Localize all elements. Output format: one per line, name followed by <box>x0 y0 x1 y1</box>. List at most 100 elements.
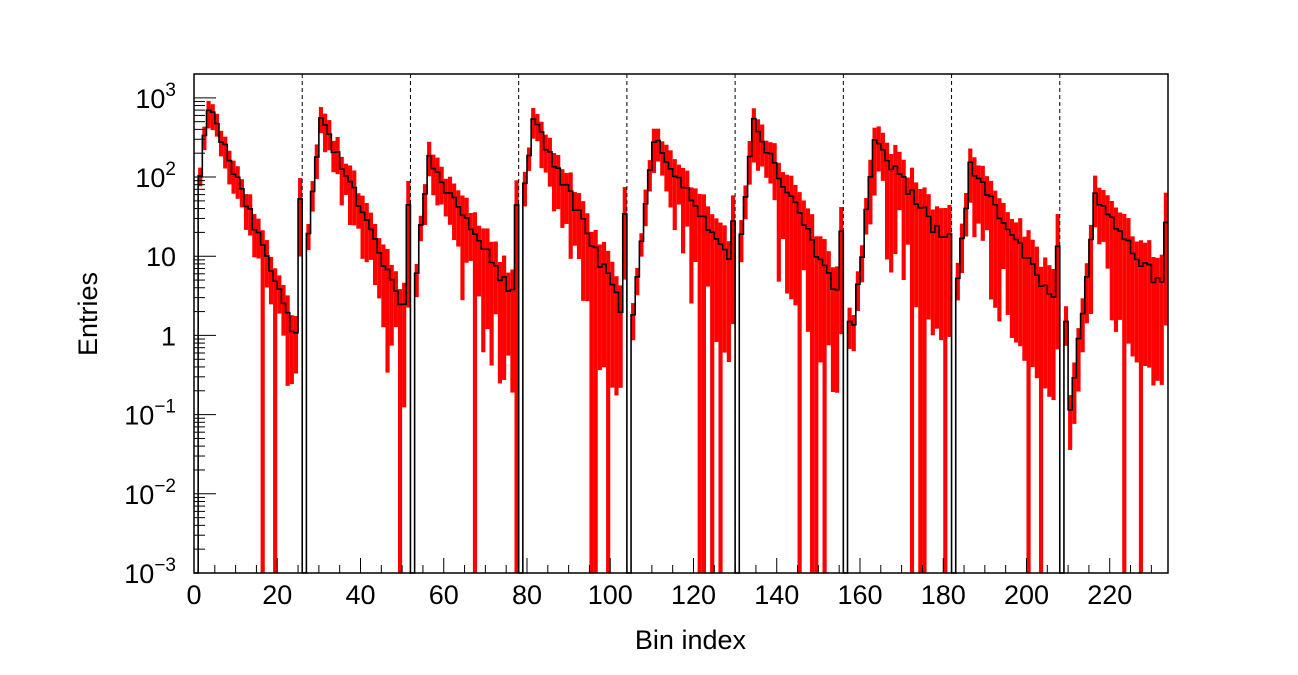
error-band-bin <box>822 239 827 573</box>
error-band-bin <box>406 180 411 308</box>
error-band-bin <box>260 230 265 573</box>
error-band-bin <box>864 197 869 235</box>
histogram-line-layer <box>194 109 1168 574</box>
error-band-bin <box>693 188 698 262</box>
x-tick-label: 80 <box>512 580 542 610</box>
error-band-bin <box>1113 207 1119 332</box>
error-band-bin <box>1018 218 1023 347</box>
error-band-bin <box>785 174 790 294</box>
error-band-bin <box>485 228 490 330</box>
error-band-bin <box>1022 236 1027 361</box>
error-band-bin <box>814 236 819 574</box>
x-axis-ticks: 0 20 40 60 80 100 120 140 160 180 200 220 <box>186 558 1152 610</box>
error-band-bin <box>847 307 852 349</box>
error-band-bin <box>610 261 615 388</box>
error-band-bin <box>214 113 219 137</box>
error-band-bin <box>556 154 561 210</box>
error-band-bin <box>464 197 469 263</box>
error-band-bin <box>872 127 877 196</box>
error-band-bin <box>631 303 636 341</box>
error-band-bin <box>656 128 661 162</box>
error-band-bin <box>701 194 706 573</box>
error-band-bin <box>218 130 224 157</box>
error-band-bin <box>522 171 527 207</box>
error-band-bin <box>901 159 906 280</box>
error-band-bin <box>589 231 594 573</box>
error-band-bin <box>914 182 919 308</box>
error-band-bin <box>1093 175 1098 228</box>
error-band-bin <box>1068 395 1073 450</box>
error-band-bin <box>497 262 503 384</box>
error-band-bin <box>730 195 736 325</box>
error-band-bin <box>797 192 802 573</box>
error-band-bin <box>1047 265 1052 397</box>
error-band-bin <box>751 108 756 163</box>
error-band-bin <box>639 233 644 257</box>
y-tick-label: 10 <box>146 242 176 272</box>
error-band-bin <box>493 241 498 315</box>
error-band-bin <box>1072 362 1077 424</box>
error-band-bin <box>576 193 582 260</box>
error-band-bin <box>793 184 798 306</box>
error-band-bin <box>1088 224 1094 314</box>
error-band-bin <box>564 172 569 224</box>
error-band-bin <box>531 107 536 139</box>
error-band-bin <box>389 264 394 346</box>
error-band-bin <box>880 132 885 181</box>
error-band-bin <box>739 220 744 263</box>
error-band-bin <box>364 202 369 263</box>
x-tick-label: 180 <box>921 580 966 610</box>
error-band-bin <box>431 154 436 196</box>
error-band-layer <box>198 100 1168 574</box>
error-band-bin <box>348 165 353 226</box>
error-band-bin <box>668 150 673 208</box>
error-band-bin <box>718 222 723 574</box>
error-band-bin <box>776 162 781 282</box>
error-band-bin <box>672 159 677 231</box>
error-band-bin <box>264 240 269 288</box>
error-band-bin <box>664 144 669 192</box>
error-band-bin <box>1055 214 1060 350</box>
error-band-bin <box>210 104 215 131</box>
error-band-bin <box>1118 212 1123 320</box>
error-band-bin <box>1080 298 1085 353</box>
error-band-bin <box>535 113 540 142</box>
error-band-bin <box>780 172 786 240</box>
error-band-bin <box>593 229 598 573</box>
error-band-bin <box>810 214 815 574</box>
error-band-bin <box>801 200 806 271</box>
error-band-bin <box>277 275 282 314</box>
error-band-bin <box>298 178 303 257</box>
error-band-bin <box>339 156 344 206</box>
error-band-bin <box>614 276 619 396</box>
error-band-bin <box>997 198 1002 322</box>
error-band-bin <box>231 160 236 194</box>
error-band-bin <box>897 151 902 211</box>
error-band-bin <box>539 121 544 169</box>
y-tick-label: 1 <box>161 321 176 351</box>
error-band-bin <box>248 194 253 236</box>
error-band-bin <box>1138 240 1144 573</box>
error-band-bin <box>859 245 865 283</box>
error-band-bin <box>685 170 690 227</box>
error-band-bin <box>352 170 357 226</box>
error-band-bin <box>947 204 952 337</box>
x-tick-label: 220 <box>1087 580 1132 610</box>
error-band-bin <box>460 195 465 301</box>
error-band-bin <box>439 166 444 205</box>
error-band-bin <box>955 262 960 301</box>
error-band-bin <box>1151 256 1156 386</box>
error-band-bin <box>818 236 823 363</box>
error-band-bin <box>905 177 910 245</box>
error-band-bin <box>402 282 407 408</box>
error-band-bin <box>984 176 990 231</box>
error-band-bin <box>651 128 657 173</box>
error-band-bin <box>934 206 940 329</box>
error-band-bin <box>256 218 261 259</box>
error-band-bin <box>293 315 299 374</box>
error-band-bin <box>1034 246 1039 379</box>
error-band-bin <box>889 154 894 273</box>
error-band-bin <box>381 244 386 328</box>
error-band-bin <box>959 223 965 274</box>
error-band-bin <box>635 267 640 296</box>
